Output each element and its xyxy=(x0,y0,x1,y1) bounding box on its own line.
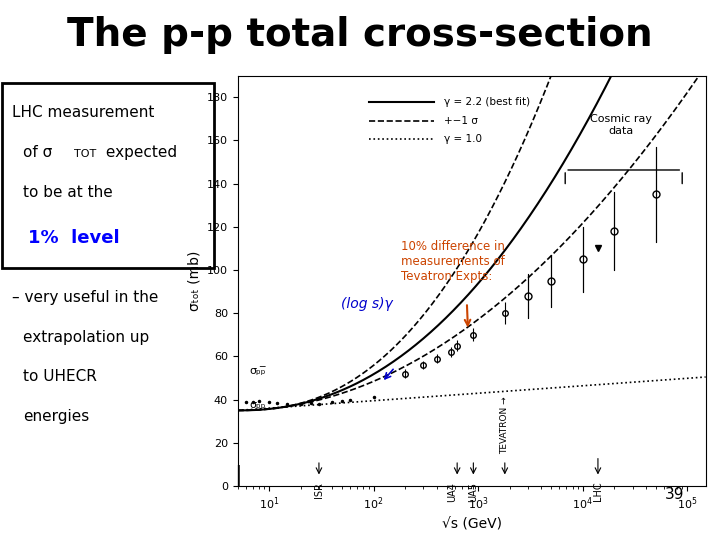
Text: TOT: TOT xyxy=(73,150,96,159)
Text: |: | xyxy=(234,464,241,486)
γ = 2.2 (best fit) xyxy=(233,407,242,414)
Text: 10% difference in
measurements of
Tevatron Expts:: 10% difference in measurements of Tevatr… xyxy=(402,240,505,283)
Text: LHC measurement: LHC measurement xyxy=(12,105,154,120)
Line: γ = 1.0: γ = 1.0 xyxy=(238,377,706,410)
γ = 2.2 (best fit) xyxy=(617,53,626,59)
Text: IVECHRI 2006: IVECHRI 2006 xyxy=(312,518,408,532)
Text: The p-p total cross-section: The p-p total cross-section xyxy=(67,16,653,54)
γ = 1.0 xyxy=(690,375,698,381)
Text: LHC: LHC xyxy=(593,482,603,501)
+−1 σ xyxy=(512,155,521,161)
Text: of σ: of σ xyxy=(23,145,53,160)
Text: ISR: ISR xyxy=(314,482,324,497)
Text: σₚₚ: σₚₚ xyxy=(250,400,266,410)
Text: 39: 39 xyxy=(665,487,684,502)
Text: (log s)γ: (log s)γ xyxy=(341,297,392,311)
Text: energies: energies xyxy=(23,409,89,424)
Text: 1%  level: 1% level xyxy=(27,228,120,247)
Text: +−1 σ: +−1 σ xyxy=(444,116,477,126)
Text: to UHECR: to UHECR xyxy=(23,369,97,384)
+−1 σ xyxy=(233,407,242,414)
γ = 2.2 (best fit) xyxy=(456,300,464,307)
Text: TEVATRON →: TEVATRON → xyxy=(500,396,509,454)
Text: 14: 14 xyxy=(688,518,706,532)
Text: γ = 2.2 (best fit): γ = 2.2 (best fit) xyxy=(444,97,530,107)
Text: expected: expected xyxy=(102,145,178,160)
+−1 σ xyxy=(456,260,464,267)
γ = 2.2 (best fit) xyxy=(512,232,521,238)
Text: UA4: UA4 xyxy=(448,482,458,502)
Text: γ = 1.0: γ = 1.0 xyxy=(444,134,482,144)
+−1 σ xyxy=(459,256,467,262)
Text: Cosmic ray
data: Cosmic ray data xyxy=(590,114,652,136)
γ = 1.0 xyxy=(456,392,464,398)
γ = 1.0 xyxy=(701,374,710,380)
Bar xyxy=(2,83,215,268)
X-axis label: √s (GeV): √s (GeV) xyxy=(441,518,502,532)
γ = 2.2 (best fit) xyxy=(487,265,495,272)
γ = 2.2 (best fit) xyxy=(459,298,467,304)
γ = 1.0 xyxy=(487,389,495,396)
Line: +−1 σ: +−1 σ xyxy=(238,0,706,410)
Text: UA5: UA5 xyxy=(468,482,478,502)
Text: – very useful in the: – very useful in the xyxy=(12,291,158,305)
γ = 1.0 xyxy=(617,380,626,386)
Line: γ = 2.2 (best fit): γ = 2.2 (best fit) xyxy=(238,0,706,410)
γ = 1.0 xyxy=(512,387,521,394)
Text: σₚₚ̅: σₚₚ̅ xyxy=(250,366,266,376)
Text: James L. Pinfold: James L. Pinfold xyxy=(14,518,127,532)
Y-axis label: σₜₒₜ (mb): σₜₒₜ (mb) xyxy=(187,251,201,311)
+−1 σ xyxy=(487,207,495,213)
γ = 1.0 xyxy=(233,407,242,414)
γ = 1.0 xyxy=(459,391,467,397)
Text: to be at the: to be at the xyxy=(23,185,113,200)
Text: extrapolation up: extrapolation up xyxy=(23,330,149,345)
